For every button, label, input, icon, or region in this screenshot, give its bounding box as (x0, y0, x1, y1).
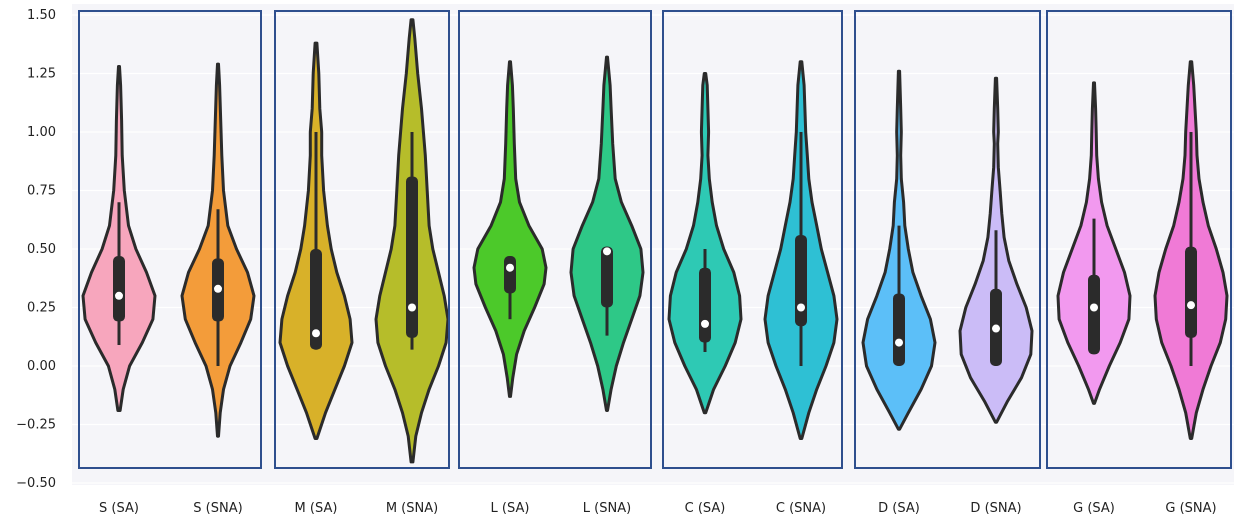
group-box (1046, 10, 1232, 469)
median-point (895, 338, 903, 347)
x-tick-label: C (SNA) (776, 501, 826, 516)
iqr-box (504, 256, 516, 294)
iqr-box (1088, 274, 1100, 355)
median-point (115, 291, 123, 300)
gridlines (72, 14, 1234, 484)
x-tick-label: S (SA) (99, 501, 139, 516)
x-tick-label: C (SA) (685, 501, 726, 516)
violin-body (569, 55, 645, 412)
violin-c-sa (667, 72, 743, 415)
median-point (992, 324, 1000, 333)
iqr-box (113, 256, 125, 322)
violin-g-sa (1056, 81, 1132, 405)
violin-body (472, 60, 548, 398)
iqr-box (406, 176, 418, 338)
violin-l-sa (472, 60, 548, 398)
group-box (78, 10, 262, 469)
iqr-box (601, 246, 613, 308)
median-point (1090, 303, 1098, 312)
group-box (854, 10, 1041, 469)
violin-body (667, 72, 743, 415)
iqr-box (1185, 246, 1197, 338)
violin-d-sa (861, 69, 937, 431)
violin-g-sna (1153, 60, 1229, 440)
iqr-box (795, 234, 807, 327)
x-tick-label: S (SNA) (193, 501, 242, 516)
y-tick-label: 0.50 (27, 242, 56, 257)
median-point (797, 303, 805, 312)
iqr-box (893, 293, 905, 366)
y-tick-label: 0.75 (27, 184, 56, 199)
median-point (312, 329, 320, 338)
y-tick-label: 1.00 (27, 125, 56, 140)
plot-background (72, 4, 1234, 485)
median-point (214, 284, 222, 293)
x-axis: S (SA) S (SNA) M (SA) M (SNA) L (SA) L (SNA) C… (99, 501, 1217, 516)
x-tick-label: M (SA) (295, 501, 338, 516)
violin-d-sna (958, 76, 1034, 424)
violin-l-sna (569, 55, 645, 412)
y-tick-label: 1.50 (27, 8, 56, 23)
y-tick-label: −0.50 (16, 476, 56, 491)
y-tick-label: 0.25 (27, 301, 56, 316)
y-tick-label: −0.25 (16, 418, 56, 433)
y-tick-label: 1.25 (27, 67, 56, 82)
iqr-box (310, 249, 322, 350)
y-tick-label: 0.00 (27, 359, 56, 374)
x-tick-label: D (SA) (878, 501, 920, 516)
x-tick-label: L (SNA) (583, 501, 631, 516)
iqr-box (699, 267, 711, 343)
group-box (458, 10, 652, 469)
violin-s-sna (180, 62, 256, 438)
group-box (274, 10, 450, 469)
x-tick-label: L (SA) (491, 501, 530, 516)
group-boxes (78, 10, 1232, 469)
median-point (1187, 301, 1195, 310)
median-point (701, 319, 709, 328)
violin-s-sa (81, 65, 157, 412)
violin-m-sa (278, 41, 354, 440)
violin-c-sna (763, 60, 839, 440)
median-point (506, 263, 514, 272)
violins (81, 18, 1229, 464)
group-box (662, 10, 843, 469)
y-axis: −0.50 −0.25 0.00 0.25 0.50 0.75 1.00 1.25 1.50 (16, 8, 56, 491)
x-tick-label: D (SNA) (970, 501, 1021, 516)
median-point (603, 247, 611, 256)
x-tick-label: G (SNA) (1165, 501, 1216, 516)
x-tick-label: M (SNA) (386, 501, 438, 516)
median-point (408, 303, 416, 312)
x-tick-label: G (SA) (1073, 501, 1115, 516)
